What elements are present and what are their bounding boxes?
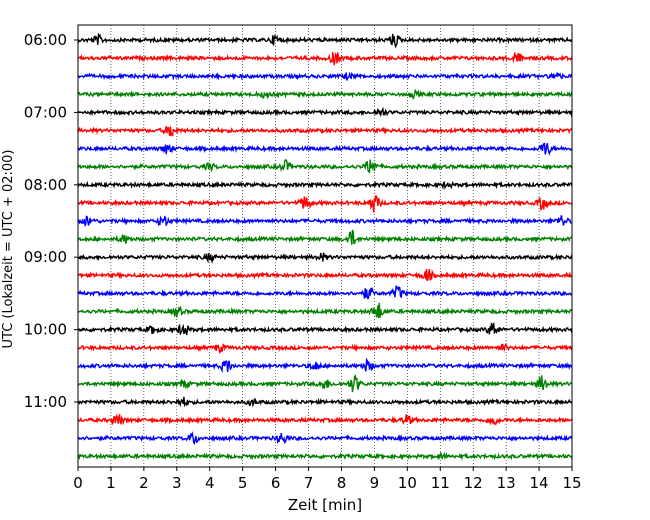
x-tick-label: 3 [172, 474, 182, 492]
y-tick-label: 11:00 [24, 393, 67, 411]
x-tick-label: 2 [139, 474, 149, 492]
y-axis-title: UTC (Lokalzeit = UTC + 02:00) [1, 150, 16, 349]
x-tick-label: 14 [530, 474, 549, 492]
x-axis-title: Zeit [min] [288, 496, 362, 514]
trace-line [77, 451, 573, 461]
trace-line [77, 32, 573, 49]
x-tick-label: 1 [106, 474, 116, 492]
x-tick-label: 4 [205, 474, 215, 492]
y-tick-label: 07:00 [24, 103, 67, 121]
trace-line [77, 322, 573, 336]
trace-line [77, 142, 573, 156]
trace-line [77, 215, 573, 228]
trace-line [77, 252, 573, 264]
trace-line [77, 159, 573, 174]
trace-line [77, 396, 573, 408]
x-tick-label: 0 [73, 474, 83, 492]
trace-line [77, 285, 573, 300]
trace-line [77, 431, 573, 445]
trace-line [77, 195, 573, 213]
x-tick-label: 9 [370, 474, 380, 492]
vertical-grid [110, 25, 540, 467]
trace-line [77, 126, 573, 137]
x-tick-label: 10 [398, 474, 417, 492]
trace-line [77, 302, 573, 319]
trace-line [77, 88, 573, 101]
trace-line [77, 357, 572, 374]
trace-line [77, 343, 573, 355]
y-tick-label: 09:00 [24, 248, 67, 266]
x-tick-label: 6 [271, 474, 281, 492]
x-tick-label: 15 [562, 474, 581, 492]
trace-rows [77, 32, 573, 461]
y-tick-label: 08:00 [24, 176, 67, 194]
y-tick-label: 10:00 [24, 321, 67, 339]
trace-line [77, 106, 573, 118]
x-tick-label: 7 [304, 474, 314, 492]
x-axis-ticks: 0 1 2 3 4 5 6 7 8 9 10 11 12 13 14 15 [73, 467, 582, 492]
plot-frame [77, 24, 573, 468]
y-tick-label: 06:00 [24, 31, 67, 49]
trace-line [77, 229, 573, 245]
x-tick-label: 5 [238, 474, 248, 492]
x-tick-label: 8 [337, 474, 347, 492]
trace-line [77, 412, 573, 426]
trace-line [77, 269, 573, 282]
trace-line [77, 51, 573, 66]
y-axis-ticks: 06:00 07:00 08:00 09:00 10:00 11:00 [24, 31, 78, 411]
x-tick-label: 11 [431, 474, 450, 492]
x-tick-label: 12 [464, 474, 483, 492]
trace-line [77, 180, 573, 190]
x-tick-label: 13 [497, 474, 516, 492]
trace-line [77, 374, 573, 393]
trace-line [77, 71, 573, 81]
